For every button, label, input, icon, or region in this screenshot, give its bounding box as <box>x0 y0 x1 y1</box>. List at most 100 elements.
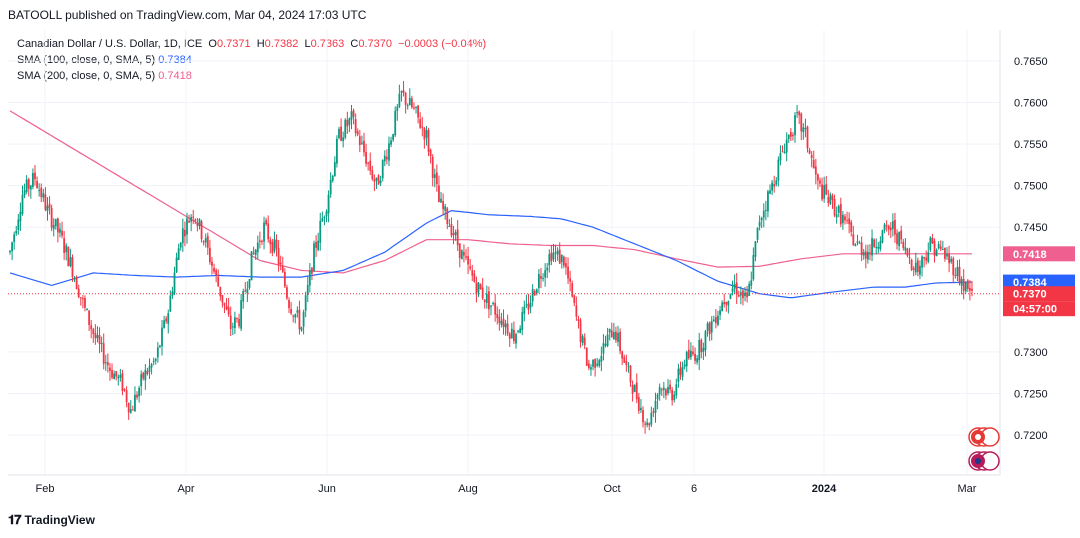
candle-body <box>19 211 22 222</box>
candle-body <box>281 266 284 272</box>
candle-body <box>573 295 576 304</box>
candle-body <box>519 328 522 333</box>
price-badge-label: 0.7370 <box>1013 289 1047 301</box>
candle-body <box>665 389 667 396</box>
candle-body <box>700 339 703 353</box>
price-badge-label: 0.7384 <box>1013 277 1048 289</box>
candle-body <box>887 225 890 230</box>
candle-body <box>785 139 788 153</box>
candle-body <box>327 194 330 214</box>
candle-body <box>835 214 838 218</box>
candle-body <box>544 270 547 278</box>
candle-body <box>32 173 34 187</box>
candle-body <box>444 206 447 211</box>
candle-body <box>889 227 892 231</box>
candle-body <box>652 411 655 413</box>
candle-body <box>271 242 274 253</box>
candle-body <box>971 288 973 291</box>
x-tick-label: 6 <box>691 483 697 495</box>
candle-body <box>579 320 582 342</box>
candle-body <box>633 385 636 392</box>
candle-body <box>777 159 780 181</box>
high-value: 0.7382 <box>264 38 299 50</box>
candle-body <box>510 328 513 339</box>
candle-body <box>764 209 767 211</box>
candle-body <box>583 337 586 346</box>
candle-body <box>390 140 392 145</box>
candle-body <box>56 218 59 233</box>
price-badge <box>1003 246 1075 262</box>
candle-body <box>275 239 278 249</box>
candle-body <box>910 259 913 270</box>
y-tick-label: 0.7300 <box>1014 347 1048 359</box>
symbol-label[interactable]: Canadian Dollar / U.S. Dollar, 1D, ICE <box>17 38 203 50</box>
tradingview-logo-icon: 𝟏𝟕 <box>8 512 22 527</box>
candle-body <box>891 221 894 229</box>
candle-body <box>263 222 265 242</box>
candle-body <box>923 257 926 259</box>
candle-body <box>966 280 969 289</box>
candle-body <box>608 328 611 333</box>
candle-body <box>123 389 126 391</box>
legend-sma200-row[interactable]: SMA (200, close, 0, SMA, 5) 0.7418 <box>17 68 486 84</box>
candle-body <box>931 238 934 244</box>
candle-body <box>950 258 953 263</box>
legend-sma100-row[interactable]: SMA (100, close, 0, SMA, 5) 0.7384 <box>17 52 486 68</box>
candle-body <box>113 373 116 380</box>
candle-body <box>300 327 303 331</box>
candle-body <box>367 162 370 164</box>
candle-body <box>473 273 476 282</box>
sma100-path <box>9 209 973 299</box>
candle-body <box>435 172 438 185</box>
price-badge-label: 0.7418 <box>1013 249 1047 261</box>
candle-body <box>179 242 182 248</box>
candle-body <box>492 302 494 304</box>
candle-body <box>806 126 809 149</box>
candle-body <box>294 314 297 318</box>
legend-ohlc-row: Canadian Dollar / U.S. Dollar, 1D, ICE O… <box>17 36 486 52</box>
candle-body <box>669 384 671 390</box>
candle-body <box>50 207 53 228</box>
candle-body <box>242 291 245 302</box>
candle-body <box>381 160 384 179</box>
candle-body <box>800 113 803 132</box>
candle-body <box>223 302 226 306</box>
candle-body <box>458 243 461 258</box>
candle-body <box>29 185 32 190</box>
candle-body <box>692 351 694 355</box>
candle-body <box>119 374 122 378</box>
candle-body <box>258 240 261 242</box>
candle-body <box>621 351 624 359</box>
candle-body <box>54 218 57 227</box>
candle-body <box>644 423 646 425</box>
candle-body <box>919 265 921 275</box>
footer-brand[interactable]: 𝟏𝟕 TradingView <box>8 512 95 528</box>
candle-body <box>827 196 830 203</box>
candle-body <box>848 218 851 225</box>
candle-body <box>288 300 290 309</box>
candle-body <box>744 292 746 297</box>
candle-body <box>581 335 584 343</box>
candle-body <box>904 247 907 251</box>
candle-body <box>379 180 382 184</box>
candle-body <box>839 203 842 225</box>
candle-body <box>471 270 474 276</box>
candle-body <box>812 159 815 169</box>
candle-body <box>371 170 374 180</box>
candle-body <box>383 155 386 162</box>
candle-body <box>687 349 690 359</box>
candle-body <box>948 253 950 264</box>
candle-body <box>400 91 403 93</box>
candle-body <box>906 248 909 256</box>
candle-body <box>779 153 782 161</box>
candle-body <box>521 312 524 331</box>
candle-body <box>252 252 255 254</box>
candle-body <box>500 320 503 325</box>
candle-body <box>175 257 178 273</box>
candle-body <box>188 220 190 223</box>
candle-body <box>417 105 420 118</box>
candle-body <box>48 203 51 209</box>
candle-body <box>933 240 936 256</box>
candle-body <box>560 254 563 263</box>
